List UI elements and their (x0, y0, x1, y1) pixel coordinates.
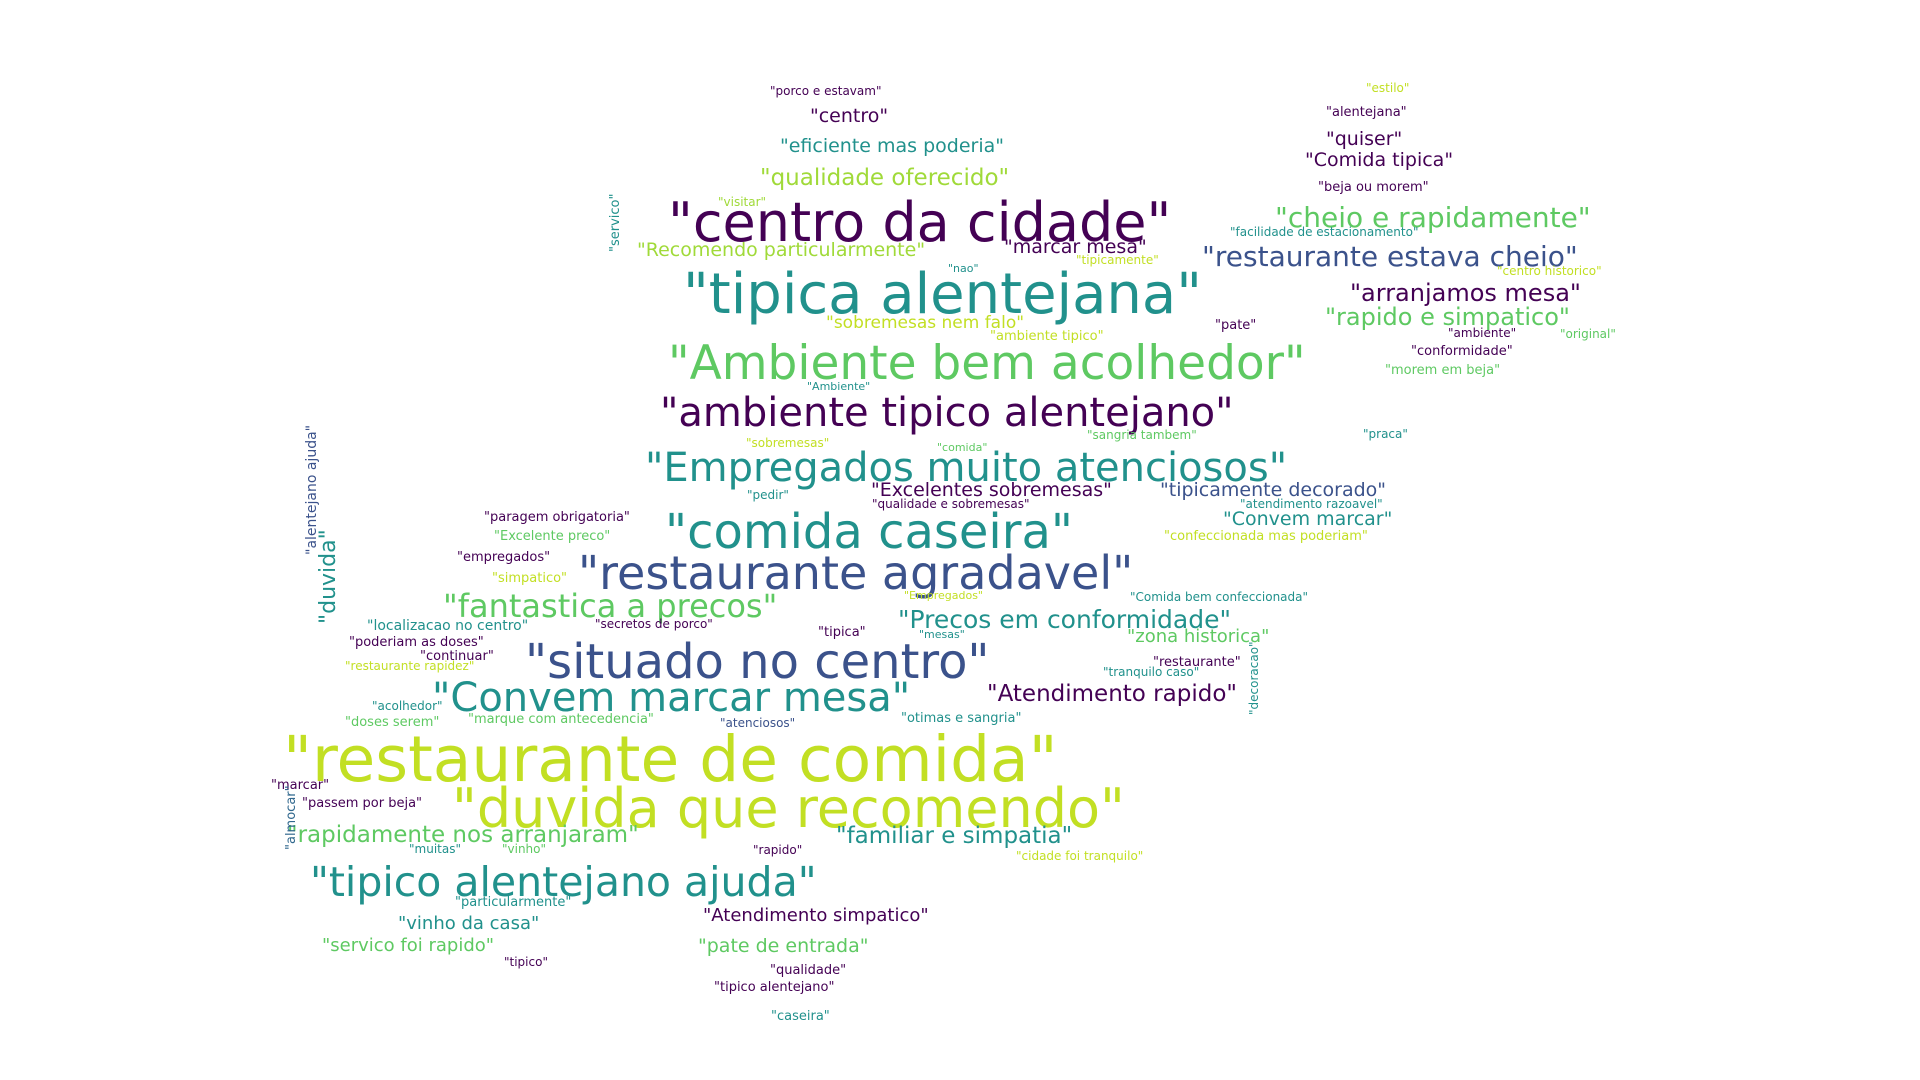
word-precos-em-conformidade: "Precos em conformidade" (898, 605, 1231, 634)
word-centro-da-cidade: "centro da cidade" (668, 191, 1172, 254)
word-otimas-e-sangria: "otimas e sangria" (901, 711, 1022, 726)
word-localizacao-no-centro: "localizacao no centro" (367, 618, 529, 634)
word-rapido: "rapido" (753, 843, 803, 857)
word-servico: "servico" (608, 193, 623, 252)
word-quiser: "quiser" (1326, 128, 1403, 150)
word-ambiente-bem-acolhedor: "Ambiente bem acolhedor" (668, 336, 1306, 391)
word-arranjamos-mesa: "arranjamos mesa" (1350, 279, 1581, 307)
word-estilo: "estilo" (1366, 81, 1410, 95)
word-convem-marcar: "Convem marcar" (1223, 508, 1393, 530)
word-alentejano-ajuda: "alentejano ajuda" (304, 424, 320, 555)
word-secretos-de-porco: "secretos de porco" (595, 617, 713, 631)
word-tipico: "tipico" (504, 955, 548, 969)
word-empregados-muito-atenciosos: "Empregados muito atenciosos" (645, 445, 1288, 491)
word-caseira: "caseira" (771, 1009, 830, 1024)
word-ambiente-tipico-alentejano: "ambiente tipico alentejano" (660, 390, 1234, 436)
word-almocar: "almocar" (284, 785, 299, 850)
word-excelentes-sobremesas: "Excelentes sobremesas" (871, 479, 1112, 501)
word-comida-caseira: "comida caseira" (665, 504, 1073, 560)
word-restaurante-agradavel: "restaurante agradavel" (578, 546, 1134, 600)
word-excelente-preco: "Excelente preco" (494, 529, 611, 544)
word-simpatico: "simpatico" (492, 571, 568, 586)
word-tipicamente: "tipicamente" (1076, 253, 1159, 267)
word-facilidade-de-estacionamento: "facilidade de estacionamento" (1230, 225, 1419, 239)
word-pedir: "pedir" (747, 488, 789, 502)
word-porco-e-estavam: "porco e estavam" (770, 84, 882, 98)
word-nao: "nao" (948, 262, 979, 275)
word-poderiam-as-doses: "poderiam as doses" (349, 635, 484, 650)
word-convem-marcar-mesa: "Convem marcar mesa" (432, 675, 911, 721)
word-duvida: "duvida" (316, 529, 341, 624)
word-tipico-alentejano-ajuda: "tipico alentejano ajuda" (310, 858, 817, 906)
word-cidade-foi-tranquilo: "cidade foi tranquilo" (1016, 849, 1144, 863)
word-sangria-tambem: "sangria tambem" (1087, 428, 1197, 442)
word-eficiente-mas-poderia: "eficiente mas poderia" (780, 135, 1005, 157)
word-marcar: "marcar" (271, 778, 330, 793)
word-atendimento-rapido: "Atendimento rapido" (987, 681, 1237, 707)
word-empregados: "empregados" (457, 550, 551, 565)
word-comida-bem-confeccionada: "Comida bem confeccionada" (1130, 590, 1309, 604)
word-praca: "praca" (1363, 427, 1408, 441)
word-restaurante: "restaurante" (1153, 655, 1241, 670)
word-tipica: "tipica" (818, 625, 866, 640)
word-familiar-e-simpatia: "familiar e simpatia" (836, 823, 1073, 849)
word-pate-de-entrada: "pate de entrada" (698, 935, 869, 957)
word-visitar: "visitar" (718, 195, 767, 209)
word-pate: "pate" (1215, 318, 1257, 333)
word-ambiente: "ambiente" (1448, 326, 1517, 340)
word-marcar-mesa: "marcar mesa" (1004, 236, 1147, 258)
word-duvida-que-recomendo: "duvida que recomendo" (452, 777, 1125, 840)
word-vinho-da-casa: "vinho da casa" (398, 913, 540, 934)
word-centro-historico: "centro historico" (1497, 264, 1602, 278)
word-mesas: "mesas" (919, 628, 965, 641)
word-qualidade-oferecido: "qualidade oferecido" (760, 165, 1010, 191)
word-acolhedor: "acolhedor" (372, 699, 443, 713)
word-sobremesas: "sobremesas" (746, 436, 830, 450)
word-restaurante-rapidez: "restaurante rapidez" (345, 659, 475, 673)
word-atenciosos: "atenciosos" (720, 716, 796, 730)
word-qualidade-e-sobremesas: "qualidade e sobremesas" (872, 497, 1030, 511)
word-rapidamente-nos-arranjaram: "rapidamente nos arranjaram" (287, 822, 639, 848)
word-confeccionada-mas-poderiam: "confeccionada mas poderiam" (1164, 529, 1368, 544)
word-atendimento-simpatico: "Atendimento simpatico" (703, 905, 929, 926)
word-beja-ou-morem: "beja ou morem" (1318, 180, 1429, 195)
word-muitas: "muitas" (409, 842, 461, 856)
word-decoracao: "decoracao" (1247, 641, 1261, 715)
word-conformidade: "conformidade" (1411, 344, 1513, 359)
word-tipica-alentejana: "tipica alentejana" (683, 262, 1202, 327)
word-alentejana: "alentejana" (1326, 105, 1407, 120)
word-original: "original" (1560, 327, 1616, 341)
word-qualidade: "qualidade" (770, 963, 847, 978)
word-restaurante-de-comida: "restaurante de comida" (283, 723, 1058, 796)
word-ambiente-tipico: "ambiente tipico" (990, 329, 1104, 344)
word-empregados: "Empregados" (904, 589, 983, 602)
word-ambiente: "Ambiente" (807, 380, 871, 393)
word-zona-historica: "zona historica" (1127, 626, 1270, 647)
word-tranquilo-caso: "tranquilo caso" (1103, 665, 1200, 679)
word-situado-no-centro: "situado no centro" (525, 634, 990, 690)
word-vinho: "vinho" (502, 842, 547, 856)
word-doses-serem: "doses serem" (345, 715, 440, 730)
word-marque-com-antecedencia: "marque com antecedencia" (468, 712, 654, 727)
word-comida-tipica: "Comida tipica" (1305, 149, 1454, 171)
word-centro: "centro" (810, 105, 889, 127)
word-recomendo-particularmente: "Recomendo particularmente" (637, 239, 926, 261)
word-particularmente: "particularmente" (455, 895, 572, 910)
word-tipico-alentejano: "tipico alentejano" (714, 980, 835, 995)
word-morem-em-beja: "morem em beja" (1385, 363, 1501, 378)
word-tipicamente-decorado: "tipicamente decorado" (1160, 479, 1387, 501)
word-fantastica-a-precos: "fantastica a precos" (443, 587, 778, 625)
word-cheio-e-rapidamente: "cheio e rapidamente" (1275, 201, 1591, 234)
word-passem-por-beja: "passem por beja" (302, 796, 423, 811)
word-paragem-obrigatoria: "paragem obrigatoria" (484, 510, 630, 525)
word-rapido-e-simpatico: "rapido e simpatico" (1325, 303, 1570, 331)
word-atendimento-razoavel: "atendimento razoavel" (1240, 497, 1383, 511)
word-comida: "comida" (937, 441, 988, 454)
word-sobremesas-nem-falo: "sobremesas nem falo" (826, 313, 1025, 333)
word-continuar: "continuar" (420, 649, 494, 664)
word-restaurante-estava-cheio: "restaurante estava cheio" (1202, 240, 1578, 273)
word-servico-foi-rapido: "servico foi rapido" (322, 935, 495, 956)
